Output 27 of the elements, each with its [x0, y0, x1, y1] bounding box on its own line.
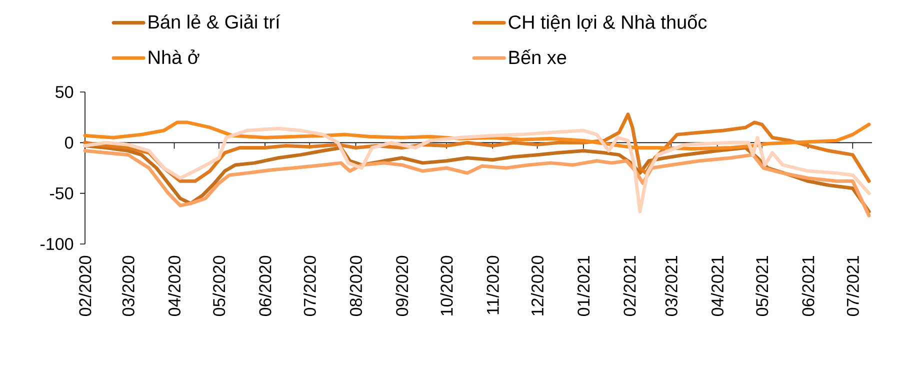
y-tick-label: 0: [65, 136, 74, 149]
x-tick-label: 07/2020: [303, 256, 316, 316]
x-tick-label: 03/2021: [664, 256, 678, 316]
y-tick-label: -50: [50, 187, 74, 200]
legend-label: Nhà ở: [148, 50, 200, 64]
x-tick-label: 05/2021: [756, 256, 768, 316]
x-tick-label: 04/2020: [168, 256, 181, 316]
legend-label: CH tiện lợi & Nhà thuốc: [508, 14, 707, 32]
legend-label: Bến xe: [509, 49, 566, 64]
line-series: [83, 126, 871, 214]
x-tick-label: 07/2021: [846, 256, 859, 316]
x-tick-label: 10/2020: [440, 256, 453, 316]
legend-label: Bán lẻ & Giải trí: [148, 14, 280, 29]
x-tick-label: 04/2021: [711, 256, 724, 316]
x-tick-label: 06/2021: [802, 256, 814, 316]
x-tick-label: 09/2020: [396, 256, 408, 316]
x-tick-label: 08/2020: [350, 256, 362, 316]
y-tick-label: 50: [56, 86, 74, 98]
x-tick-label: 06/2020: [258, 256, 272, 316]
x-tick-label: 12/2020: [531, 256, 544, 316]
x-tick-label: 05/2020: [212, 256, 226, 316]
x-tick-label: 11/2020: [486, 256, 499, 314]
y-tick-label: -100: [40, 238, 74, 250]
x-tick-label: 02/2020: [78, 256, 92, 316]
x-tick-label: 01/2021: [577, 256, 590, 316]
x-tick-label: 03/2020: [122, 256, 134, 316]
x-tick-label: 02/2021: [623, 256, 636, 316]
